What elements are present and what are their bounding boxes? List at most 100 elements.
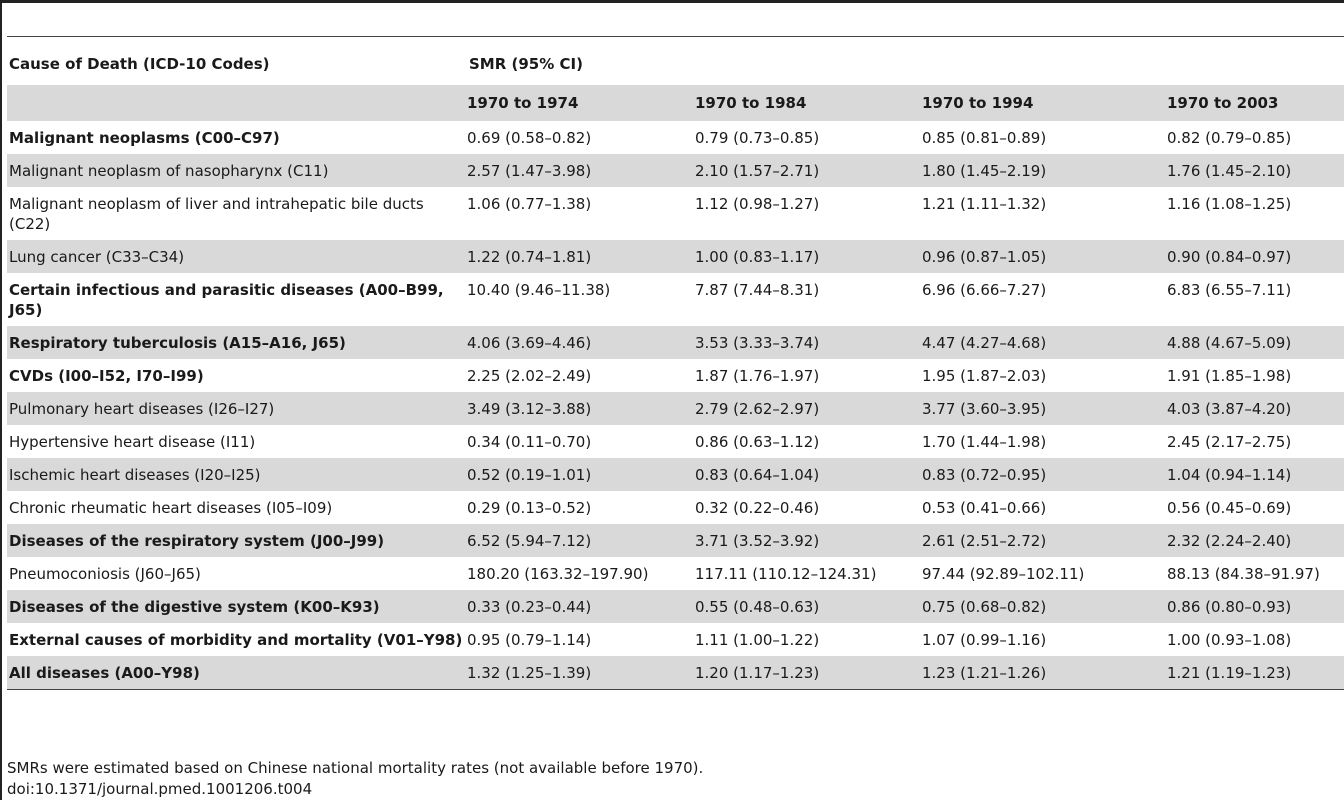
smr-cell: 7.87 (7.44–8.31) [695,280,820,299]
header-smr-group: SMR (95% CI) [467,36,1344,85]
smr-cell: 4.88 (4.67–5.09) [1167,325,1344,359]
table-row: Pulmonary heart diseases (I26–I27) 3.49 (… [7,391,1344,425]
cause-cell: Ischemic heart diseases (I20–I25) [7,457,467,491]
doi-text: doi:10.1371/journal.pmed.1001206.t004 [7,780,313,798]
cause-cell: Pulmonary heart diseases (I26–I27) [7,391,467,425]
smr-cell: 3.71 (3.52–3.92) [695,523,922,557]
cause-cell: Hypertensive heart disease (I11) [9,432,256,451]
table-body: Malignant neoplasms (C00–C97) 0.69 (0.58–… [7,121,1344,689]
smr-cell: 1.21 (1.11–1.32) [922,194,1047,213]
smr-cell: 1.04 (0.94–1.14) [1167,457,1344,491]
smr-cell: 0.33 (0.23–0.44) [467,589,695,623]
cause-cell: External causes of morbidity and mortali… [9,630,463,649]
cause-cell: Diseases of the digestive system (K00–K9… [7,589,467,623]
table-row: Diseases of the digestive system (K00–K9… [7,589,1344,623]
cause-cell: CVDs (I00–I52, I70–I99) [9,366,204,385]
smr-cell: 1.20 (1.17–1.23) [695,655,922,689]
table-row: Ischemic heart diseases (I20–I25) 0.52 (0… [7,457,1344,491]
smr-cell: 88.13 (84.38–91.97) [1167,564,1320,583]
cause-cell: Malignant neoplasm of nasopharynx (C11) [7,153,467,187]
smr-cell: 1.76 (1.45–2.10) [1167,153,1344,187]
header-period: 1970 to 1974 [467,84,695,121]
cause-cell: All diseases (A00–Y98) [7,655,467,689]
smr-cell: 1.16 (1.08–1.25) [1167,194,1292,213]
smr-cell: 1.87 (1.76–1.97) [695,366,820,385]
smr-cell: 2.10 (1.57–2.71) [695,153,922,187]
smr-cell: 1.11 (1.00–1.22) [695,630,820,649]
smr-cell: 1.06 (0.77–1.38) [467,194,592,213]
smr-cell: 0.52 (0.19–1.01) [467,457,695,491]
smr-cell: 6.83 (6.55–7.11) [1167,280,1292,299]
smr-table: Cause of Death (ICD-10 Codes) SMR (95% C… [7,36,1344,689]
header-cause: Cause of Death (ICD-10 Codes) [7,36,467,85]
cause-cell: Certain infectious and parasitic disease… [9,280,444,319]
cause-cell: Malignant neoplasms (C00–C97) [9,128,280,147]
table-row: Certain infectious and parasitic disease… [7,273,1344,326]
smr-cell: 4.47 (4.27–4.68) [922,325,1167,359]
cause-cell: Respiratory tuberculosis (A15–A16, J65) [7,325,467,359]
smr-cell: 0.86 (0.63–1.12) [695,432,820,451]
smr-cell: 0.85 (0.81–0.89) [922,128,1047,147]
table-row: Diseases of the respiratory system (J00–… [7,523,1344,557]
smr-cell: 0.32 (0.22–0.46) [695,498,820,517]
smr-cell: 0.56 (0.45–0.69) [1167,498,1292,517]
smr-cell: 1.22 (0.74–1.81) [467,239,695,273]
smr-cell: 0.69 (0.58–0.82) [467,128,592,147]
table-row: Lung cancer (C33–C34) 1.22 (0.74–1.81) 1.0… [7,239,1344,273]
footnote-text: SMRs were estimated based on Chinese nat… [7,759,704,777]
smr-cell: 117.11 (110.12–124.31) [695,564,877,583]
smr-cell: 0.34 (0.11–0.70) [467,432,592,451]
smr-cell: 3.53 (3.33–3.74) [695,325,922,359]
smr-cell: 1.00 (0.83–1.17) [695,239,922,273]
smr-cell: 3.49 (3.12–3.88) [467,391,695,425]
table-row: CVDs (I00–I52, I70–I99) 2.25 (2.02–2.49) 1… [7,359,1344,392]
header-period: 1970 to 2003 [1167,84,1344,121]
smr-cell: 0.86 (0.80–0.93) [1167,589,1344,623]
smr-cell: 3.77 (3.60–3.95) [922,391,1167,425]
smr-table-container: Cause of Death (ICD-10 Codes) SMR (95% C… [7,36,1344,690]
smr-cell: 0.82 (0.79–0.85) [1167,128,1292,147]
smr-cell: 0.55 (0.48–0.63) [695,589,922,623]
cause-cell: Diseases of the respiratory system (J00–… [7,523,467,557]
table-row: Malignant neoplasm of nasopharynx (C11) 2… [7,153,1344,187]
smr-cell: 2.79 (2.62–2.97) [695,391,922,425]
smr-cell: 6.96 (6.66–7.27) [922,280,1047,299]
smr-cell: 0.83 (0.72–0.95) [922,457,1167,491]
smr-cell: 2.57 (1.47–3.98) [467,153,695,187]
header-row-group: Cause of Death (ICD-10 Codes) SMR (95% C… [7,36,1344,85]
header-row-periods: 1970 to 1974 1970 to 1984 1970 to 1994 1… [7,84,1344,121]
smr-cell: 1.07 (0.99–1.16) [922,630,1047,649]
smr-cell: 0.75 (0.68–0.82) [922,589,1167,623]
table-row: Chronic rheumatic heart diseases (I05–I0… [7,491,1344,524]
cause-cell: Lung cancer (C33–C34) [7,239,467,273]
smr-cell: 2.25 (2.02–2.49) [467,366,592,385]
smr-cell: 1.80 (1.45–2.19) [922,153,1167,187]
cause-cell: Pneumoconiosis (J60–J65) [9,564,201,583]
smr-cell: 0.83 (0.64–1.04) [695,457,922,491]
smr-cell: 10.40 (9.46–11.38) [467,280,611,299]
smr-cell: 0.53 (0.41–0.66) [922,498,1047,517]
smr-cell: 1.95 (1.87–2.03) [922,366,1047,385]
smr-cell: 1.70 (1.44–1.98) [922,432,1047,451]
smr-cell: 6.52 (5.94–7.12) [467,523,695,557]
smr-cell: 0.90 (0.84–0.97) [1167,239,1344,273]
table-row: Malignant neoplasm of liver and intrahep… [7,187,1344,240]
table-row: Malignant neoplasms (C00–C97) 0.69 (0.58–… [7,121,1344,154]
smr-cell: 0.29 (0.13–0.52) [467,498,592,517]
smr-cell: 2.32 (2.24–2.40) [1167,523,1344,557]
header-period: 1970 to 1994 [922,84,1167,121]
table-bottom-rule [7,688,1344,690]
table-row: External causes of morbidity and mortali… [7,623,1344,656]
smr-cell: 180.20 (163.32–197.90) [467,564,649,583]
smr-cell: 2.45 (2.17–2.75) [1167,432,1292,451]
smr-cell: 1.12 (0.98–1.27) [695,194,820,213]
table-footnotes: SMRs were estimated based on Chinese nat… [7,758,703,800]
smr-cell: 4.06 (3.69–4.46) [467,325,695,359]
table-row: Pneumoconiosis (J60–J65) 180.20 (163.32–1… [7,557,1344,590]
smr-cell: 0.96 (0.87–1.05) [922,239,1167,273]
smr-cell: 0.79 (0.73–0.85) [695,128,820,147]
smr-cell: 1.32 (1.25–1.39) [467,655,695,689]
smr-cell: 0.95 (0.79–1.14) [467,630,592,649]
smr-cell: 1.23 (1.21–1.26) [922,655,1167,689]
